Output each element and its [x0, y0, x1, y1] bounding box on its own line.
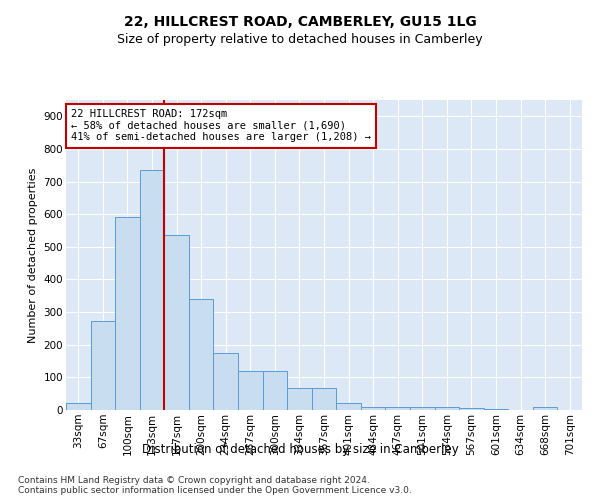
- Bar: [66, 404, 91, 410]
- Bar: [434, 408, 459, 410]
- Bar: [287, 388, 312, 410]
- Bar: [336, 404, 361, 410]
- Bar: [115, 218, 140, 410]
- Bar: [238, 371, 263, 410]
- Y-axis label: Number of detached properties: Number of detached properties: [28, 168, 38, 342]
- Bar: [189, 299, 214, 410]
- Bar: [164, 236, 189, 410]
- Text: 22 HILLCREST ROAD: 172sqm
← 58% of detached houses are smaller (1,690)
41% of se: 22 HILLCREST ROAD: 172sqm ← 58% of detac…: [71, 110, 371, 142]
- Bar: [312, 388, 336, 410]
- Bar: [140, 170, 164, 410]
- Bar: [484, 409, 508, 410]
- Bar: [459, 408, 484, 410]
- Bar: [385, 406, 410, 410]
- Bar: [410, 408, 434, 410]
- Bar: [361, 406, 385, 410]
- Text: 22, HILLCREST ROAD, CAMBERLEY, GU15 1LG: 22, HILLCREST ROAD, CAMBERLEY, GU15 1LG: [124, 15, 476, 29]
- Text: Contains HM Land Registry data © Crown copyright and database right 2024.
Contai: Contains HM Land Registry data © Crown c…: [18, 476, 412, 495]
- Bar: [214, 353, 238, 410]
- Text: Size of property relative to detached houses in Camberley: Size of property relative to detached ho…: [117, 32, 483, 46]
- Bar: [91, 321, 115, 410]
- Text: Distribution of detached houses by size in Camberley: Distribution of detached houses by size …: [142, 442, 458, 456]
- Bar: [533, 408, 557, 410]
- Bar: [263, 371, 287, 410]
